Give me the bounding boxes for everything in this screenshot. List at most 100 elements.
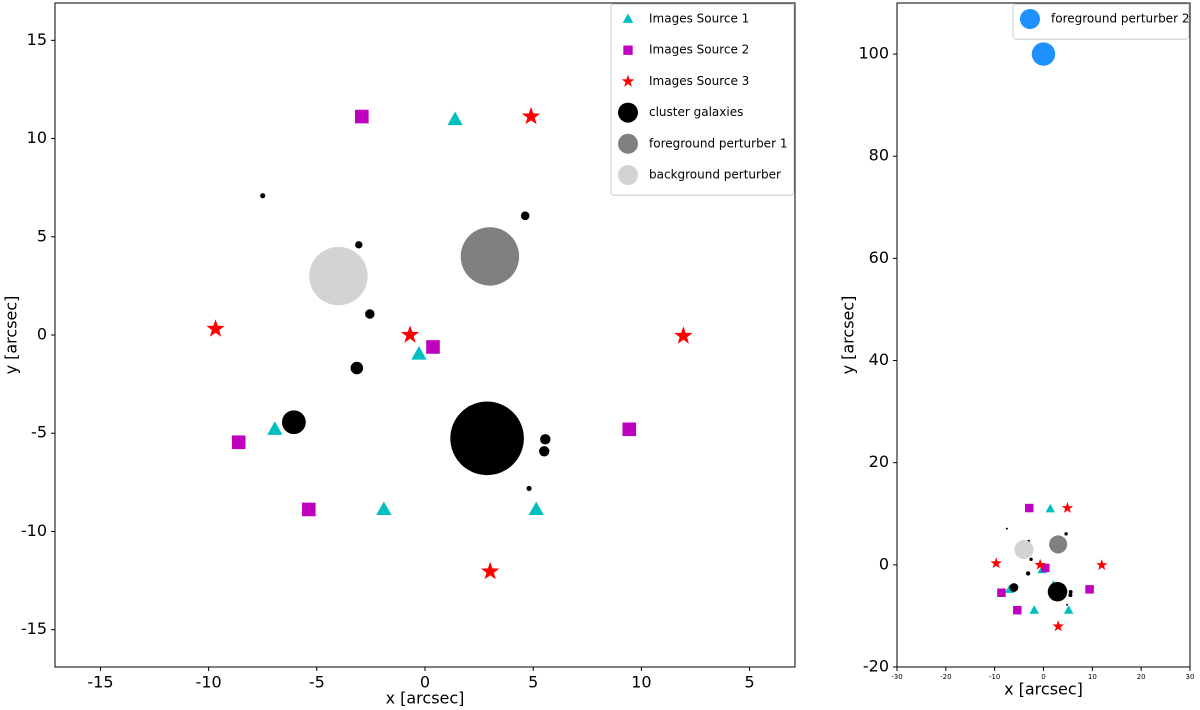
x-tick-label: 0 [1041, 673, 1045, 681]
point [1045, 503, 1056, 513]
point [1029, 605, 1039, 614]
point [400, 325, 420, 343]
point [460, 227, 520, 286]
y-tick-label: -20 [863, 657, 889, 676]
y-tick-label: 20 [869, 452, 889, 471]
point [540, 434, 551, 445]
point [520, 211, 530, 221]
point [302, 502, 316, 517]
y-tick-label: -5 [31, 423, 47, 442]
x-tick-label: -30 [891, 673, 902, 681]
point [376, 501, 392, 516]
y-axis-label: y [arcsec] [839, 296, 858, 375]
point [1068, 593, 1073, 598]
point [1041, 563, 1050, 573]
x-tick-label: 5 [744, 673, 754, 692]
point [1052, 620, 1064, 632]
point [526, 485, 532, 492]
x-tick-label: 0 [420, 673, 430, 692]
legend-marker [623, 45, 633, 55]
point [281, 410, 306, 435]
y-tick-label: -15 [21, 619, 47, 638]
point [481, 561, 500, 580]
point [1029, 557, 1033, 562]
legend-marker [621, 74, 635, 87]
point [450, 401, 524, 476]
x-axis-label: x [arcsec] [1004, 680, 1083, 699]
point [1066, 603, 1068, 606]
point [231, 435, 246, 450]
legend-label: Images Source 3 [649, 74, 749, 88]
y-tick-label: 80 [869, 146, 889, 165]
point [206, 319, 225, 337]
point [1013, 605, 1022, 615]
point [309, 246, 368, 306]
point [1025, 571, 1031, 576]
point [426, 340, 440, 354]
point [539, 446, 550, 457]
legend-marker [1020, 9, 1040, 29]
legend-label: foreground perturber 2 [1051, 12, 1189, 26]
point [1034, 558, 1046, 570]
point [411, 346, 427, 360]
legend-marker [618, 102, 638, 123]
point [1064, 532, 1068, 536]
x-tick-label: -15 [87, 673, 113, 692]
x-tick-label: -10 [196, 673, 222, 692]
point [1085, 585, 1094, 594]
legend-label: foreground perturber 1 [649, 136, 787, 150]
point [528, 501, 544, 516]
legend-marker [622, 13, 634, 23]
legend-box [1012, 3, 1190, 40]
point [674, 326, 693, 344]
point [1009, 583, 1019, 592]
point [365, 309, 375, 319]
y-tick-label: 0 [37, 325, 47, 344]
y-tick-label: 40 [869, 350, 889, 369]
y-tick-label: 10 [27, 128, 47, 147]
point [1061, 502, 1074, 513]
x-tick-label: 5 [528, 673, 538, 692]
point [1049, 535, 1068, 554]
point [447, 111, 463, 126]
x-tick-label: -5 [309, 673, 325, 692]
point [355, 241, 363, 249]
point [355, 109, 369, 124]
point [1068, 590, 1073, 594]
y-axis-label: y [arcsec] [2, 296, 21, 375]
point [260, 193, 266, 199]
x-axis-label: x [arcsec] [386, 689, 465, 708]
point [990, 557, 1002, 569]
point [1024, 503, 1034, 513]
y-tick-label: 15 [27, 30, 47, 49]
legend-box [610, 3, 795, 196]
point [267, 421, 283, 435]
point [1014, 540, 1034, 560]
x-tick-label: 10 [631, 673, 651, 692]
point [1063, 605, 1074, 614]
point [350, 361, 364, 375]
x-tick-label: -10 [989, 673, 1000, 681]
y-tick-label: 0 [879, 554, 889, 573]
legend-label: cluster galaxies [649, 105, 743, 119]
y-tick-label: 5 [37, 226, 47, 245]
point [622, 422, 637, 437]
y-tick-label: 60 [869, 248, 889, 267]
point [1005, 527, 1008, 530]
legend-marker [618, 165, 638, 185]
legend-marker [618, 133, 638, 154]
point [1031, 42, 1056, 66]
legend-label: Images Source 1 [649, 12, 749, 26]
y-tick-label: 100 [858, 44, 889, 63]
x-tick-label: 10 [1088, 673, 1097, 681]
point [997, 588, 1006, 597]
legend-label: background perturber [649, 168, 781, 182]
point [1096, 559, 1108, 570]
y-tick-label: -10 [21, 521, 47, 540]
x-tick-label: 20 [1137, 673, 1146, 681]
x-tick-label: -20 [940, 673, 951, 681]
legend-label: Images Source 2 [649, 43, 749, 57]
x-tick-label: 30 [1186, 673, 1195, 681]
point [1047, 581, 1068, 602]
